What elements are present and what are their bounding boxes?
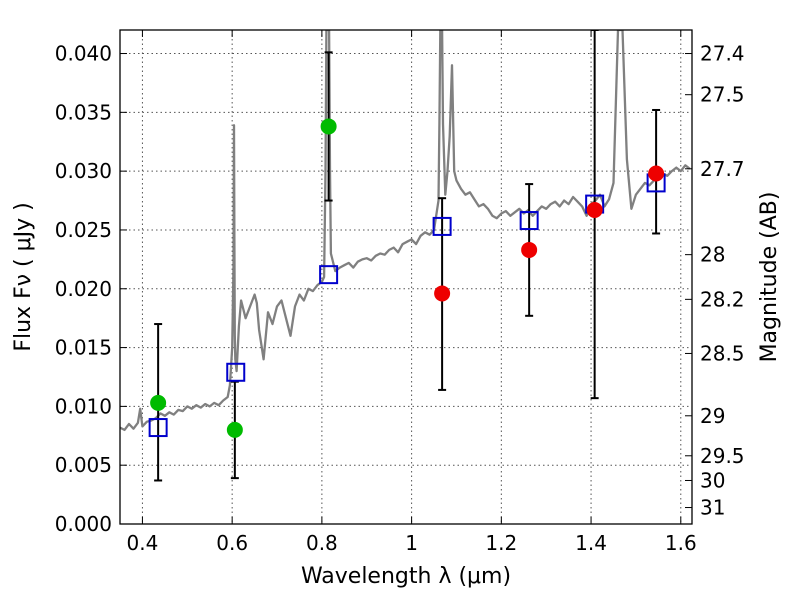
model-square	[226, 362, 246, 382]
plot-area	[120, 30, 691, 482]
y-tick-label: 0.000	[55, 512, 112, 536]
green-point	[320, 118, 337, 135]
model-square	[148, 418, 168, 438]
y2-tick-label: 28	[700, 243, 725, 267]
red-point	[521, 241, 538, 258]
y-tick-label: 0.035	[55, 100, 112, 124]
x-tick-label: 1.2	[485, 531, 517, 555]
x-tick-label: 1.6	[665, 531, 697, 555]
y2-tick-label: 27.4	[700, 42, 745, 66]
grid-lines	[120, 30, 692, 525]
x-tick-label: 0.6	[216, 531, 248, 555]
y2-tick-label: 30	[700, 468, 725, 492]
y-tick-label: 0.010	[55, 394, 112, 418]
y2-tick-label: 31	[700, 496, 725, 520]
red-point	[648, 165, 665, 182]
red-point	[586, 201, 603, 218]
model-square	[432, 216, 452, 236]
x-tick-label: 0.8	[306, 531, 338, 555]
x-tick-label: 1.4	[575, 531, 607, 555]
green-point	[150, 394, 167, 411]
x-tick-label: 1	[405, 531, 418, 555]
y2-tick-label: 28.5	[700, 341, 745, 365]
y-tick-label: 0.025	[55, 218, 112, 242]
axis-ticks: 0.4 0.6 0.8 1 1.2 1.4 1.6 0.000 0.005 0.010 0.015 0…	[55, 30, 745, 555]
plot-frame	[119, 29, 693, 525]
y2-axis-label: Magnitude (AB)	[757, 192, 782, 363]
red-point	[434, 285, 451, 302]
x-axis-label: Wavelength λ (μm)	[301, 564, 511, 589]
green-point	[226, 421, 243, 438]
model-square	[519, 211, 539, 231]
model-square	[319, 265, 339, 285]
y-tick-label: 0.015	[55, 336, 112, 360]
y-tick-label: 0.030	[55, 159, 112, 183]
y2-tick-label: 27.5	[700, 83, 745, 107]
y-tick-label: 0.020	[55, 277, 112, 301]
y2-tick-label: 29.5	[700, 444, 745, 468]
y2-tick-label: 28.2	[700, 287, 745, 311]
y2-tick-label: 27.7	[700, 157, 745, 181]
x-tick-label: 0.4	[127, 531, 159, 555]
y-tick-label: 0.005	[55, 453, 112, 477]
y2-tick-label: 29	[700, 404, 725, 428]
y-axis-label: Flux Fν ( μJy )	[11, 202, 36, 351]
spectrum-line	[120, 30, 691, 432]
y-tick-label: 0.040	[55, 42, 112, 66]
